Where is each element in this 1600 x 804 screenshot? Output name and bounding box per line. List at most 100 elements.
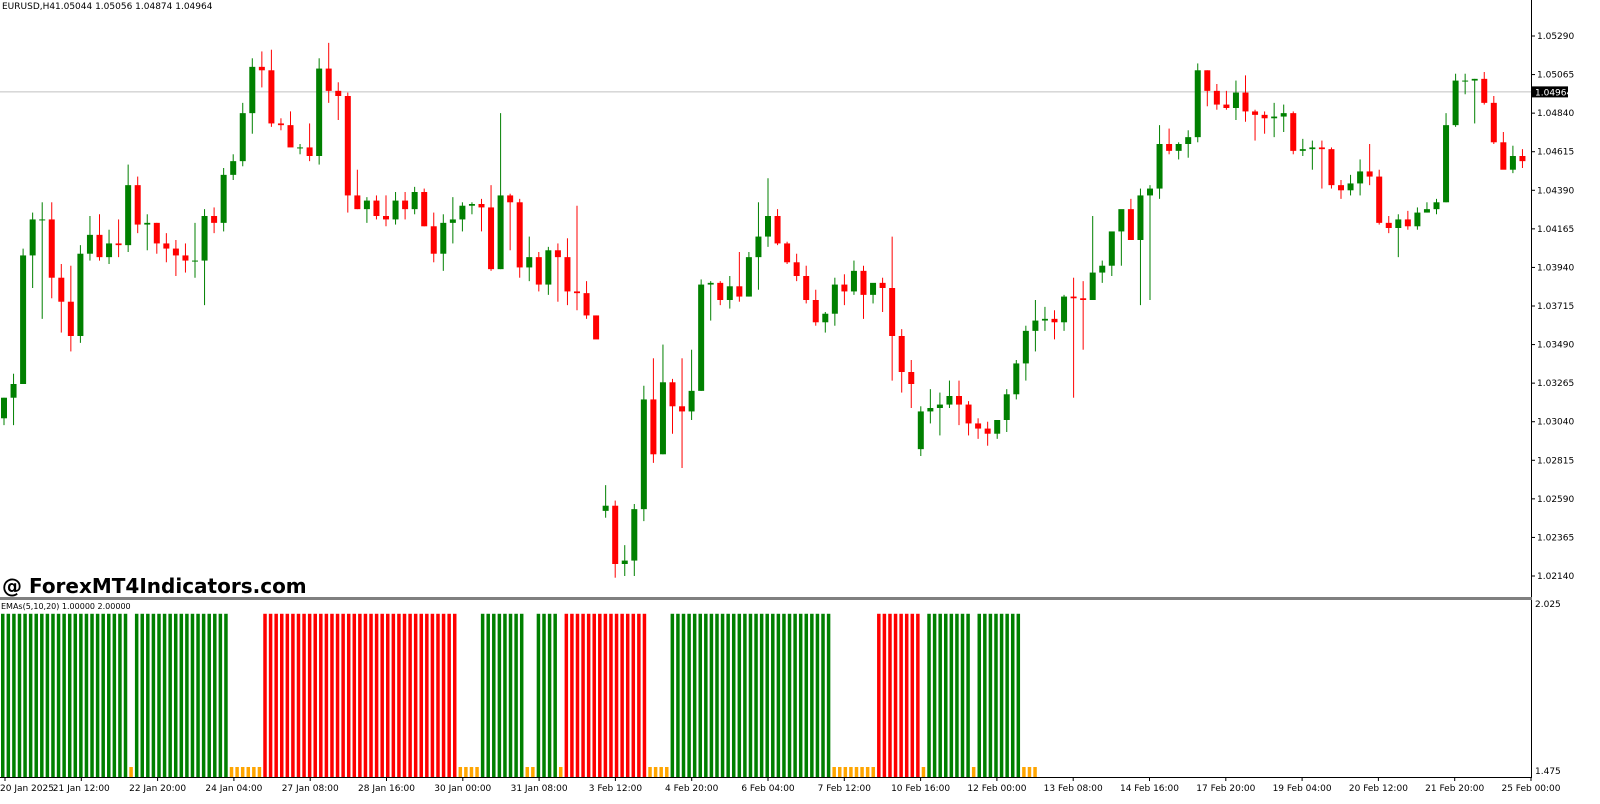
indicator-bar-bull — [224, 613, 228, 777]
indicator-bar-bull — [927, 613, 931, 777]
indicator-bar-bear — [386, 613, 390, 777]
candle — [1395, 214, 1402, 258]
candle — [96, 214, 103, 261]
indicator-bar-bull — [146, 613, 150, 777]
indicator-bar-bear — [904, 613, 909, 777]
candle-body — [574, 291, 580, 294]
indicator-bar-bear — [430, 613, 435, 777]
candle-body — [1232, 92, 1239, 108]
indicator-bar-bull — [514, 613, 518, 777]
indicator-bar-bear — [335, 613, 340, 777]
time-tick-label: 28 Jan 16:00 — [358, 784, 415, 794]
candle-body — [497, 195, 504, 270]
candle-body — [67, 301, 74, 336]
candle — [383, 195, 389, 227]
candle-body — [1041, 318, 1048, 321]
time-tick-label: 3 Feb 12:00 — [589, 784, 643, 794]
candle — [965, 401, 972, 436]
candle — [593, 315, 600, 340]
candle-body — [1099, 265, 1106, 273]
candle-body — [1213, 90, 1220, 105]
candle-body — [564, 257, 571, 292]
indicator-bar-bear — [374, 613, 379, 777]
candle-body — [726, 286, 733, 300]
indicator-bar-bear — [575, 613, 580, 777]
candle-body — [1462, 80, 1469, 82]
indicator-bar-bear — [268, 613, 273, 777]
indicator-bar-bull — [771, 613, 775, 777]
indicator-bar-bull — [731, 613, 736, 777]
candle-body — [640, 399, 647, 510]
candle — [1471, 78, 1478, 124]
indicator-bar-bull — [17, 613, 22, 777]
candles-group — [1, 42, 1526, 578]
indicator-bar-neutral — [865, 767, 870, 777]
candle-body — [1061, 296, 1068, 323]
indicator-bar-bull — [938, 613, 942, 777]
candle — [516, 198, 523, 278]
candle — [1509, 145, 1516, 174]
indicator-bar-bear — [346, 613, 351, 777]
indicator-bar-bear — [380, 613, 384, 777]
candle — [1500, 132, 1507, 170]
candle — [1099, 260, 1106, 283]
candle — [1404, 210, 1411, 230]
indicator-bar-bull — [185, 613, 189, 777]
indicator-bar-bear — [330, 613, 334, 777]
price-tick-label: 1.05290 — [1537, 32, 1574, 42]
candle-body — [411, 192, 418, 210]
indicator-bar-bull — [51, 613, 55, 777]
indicator-bar-bear — [877, 613, 881, 777]
candle-body — [1423, 209, 1430, 213]
candle — [688, 349, 695, 420]
candle-body — [115, 243, 122, 246]
candle — [325, 42, 332, 103]
candle — [870, 282, 877, 304]
indicator-bar-bull — [765, 613, 769, 777]
indicator-bar-bull — [34, 613, 38, 777]
time-tick-label: 19 Feb 04:00 — [1273, 784, 1332, 794]
candle-body — [1022, 330, 1029, 364]
candle — [650, 358, 657, 463]
indicator-bar-bull — [95, 613, 100, 777]
candle-body — [822, 313, 829, 323]
indicator-bar-bull — [670, 613, 675, 777]
indicator-bar-bull — [486, 613, 490, 777]
current-price-label-bg — [1532, 86, 1568, 98]
candle-body — [535, 257, 542, 285]
indicator-bar-neutral — [235, 767, 239, 777]
indicator-bar-bear — [280, 613, 284, 777]
candle — [373, 195, 380, 220]
indicator-bar-bear — [637, 613, 641, 777]
indicator-bar-neutral — [1027, 767, 1032, 777]
candle — [86, 216, 93, 261]
pane-separator[interactable] — [0, 597, 1532, 600]
indicator-bar-bull — [79, 613, 83, 777]
candle-body — [602, 505, 609, 511]
candle-body — [1137, 195, 1144, 240]
indicator-bar-bear — [581, 613, 585, 777]
candle-body — [545, 250, 552, 285]
indicator-bar-bull — [815, 613, 820, 777]
candle — [812, 289, 819, 326]
candle-body — [917, 411, 924, 450]
indicator-bar-bull — [173, 613, 178, 777]
indicator-bar-bear — [441, 613, 446, 777]
indicator-bar-bull — [151, 613, 156, 777]
candle-body — [1404, 219, 1411, 227]
candle-body — [707, 282, 714, 285]
candle-body — [736, 286, 743, 297]
candle — [1366, 144, 1373, 186]
indicator-bar-neutral — [971, 767, 976, 777]
indicator-bar-bull — [776, 613, 781, 777]
price-tick-label: 1.03490 — [1537, 341, 1574, 351]
candle-body — [402, 200, 409, 210]
candle — [402, 192, 409, 220]
indicator-bar-neutral — [832, 767, 836, 777]
time-tick-label: 6 Feb 04:00 — [741, 784, 795, 794]
candle — [765, 178, 771, 247]
candle — [774, 209, 781, 246]
candle-body — [29, 219, 36, 256]
candle — [468, 202, 475, 215]
symbol-timeframe: EURUSD,H4 — [2, 2, 55, 12]
